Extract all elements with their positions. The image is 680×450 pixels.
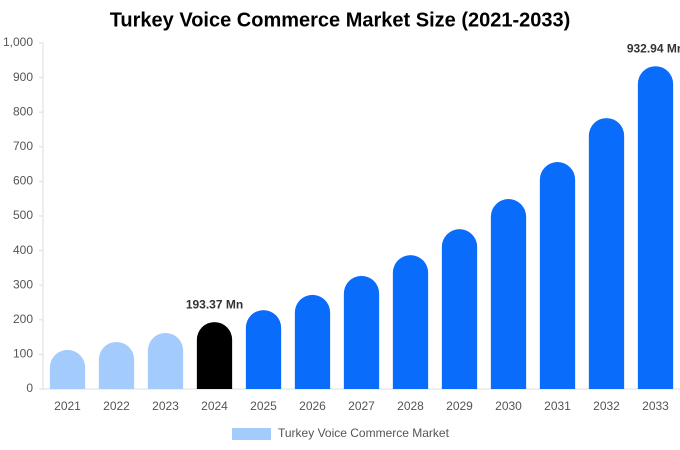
x-tick-label: 2031 [544,399,571,413]
y-tick-label: 0 [26,381,33,395]
bar [392,255,429,389]
x-tick-label: 2025 [250,399,277,413]
x-tick-label: 2028 [397,399,424,413]
bar [490,199,527,389]
bar [637,66,674,389]
chart-title: Turkey Voice Commerce Market Size (2021-… [110,9,571,31]
bar [245,310,282,389]
x-tick-label: 2024 [201,399,228,413]
x-tick-label: 2023 [152,399,179,413]
y-tick-label: 600 [13,174,33,188]
y-tick-label: 400 [13,243,33,257]
value-label: 193.37 Mn [186,297,243,311]
x-tick-label: 2032 [593,399,620,413]
bar [98,341,135,389]
x-tick-label: 2027 [348,399,375,413]
y-tick-label: 100 [13,347,33,361]
legend-swatch [232,428,271,440]
x-tick-label: 2026 [299,399,326,413]
bar [343,275,380,389]
y-tick-label: 300 [13,277,33,291]
y-tick-label: 700 [13,139,33,153]
bar [196,322,233,389]
x-tick-label: 2029 [446,399,473,413]
x-tick-label: 2033 [642,399,669,413]
bar [49,349,86,389]
y-tick-label: 200 [13,312,33,326]
value-label: 932.94 Mn [627,41,680,55]
y-tick-label: 800 [13,104,33,118]
x-tick-label: 2030 [495,399,522,413]
x-tick-label: 2021 [54,399,81,413]
legend-label: Turkey Voice Commerce Market [278,426,450,440]
x-tick-label: 2022 [103,399,130,413]
bar [588,118,625,390]
bar [147,332,184,389]
y-tick-label: 1,000 [3,35,33,49]
bar [294,294,331,389]
bar [441,229,478,389]
y-tick-label: 900 [13,70,33,84]
bar [539,162,576,389]
y-tick-label: 500 [13,208,33,222]
